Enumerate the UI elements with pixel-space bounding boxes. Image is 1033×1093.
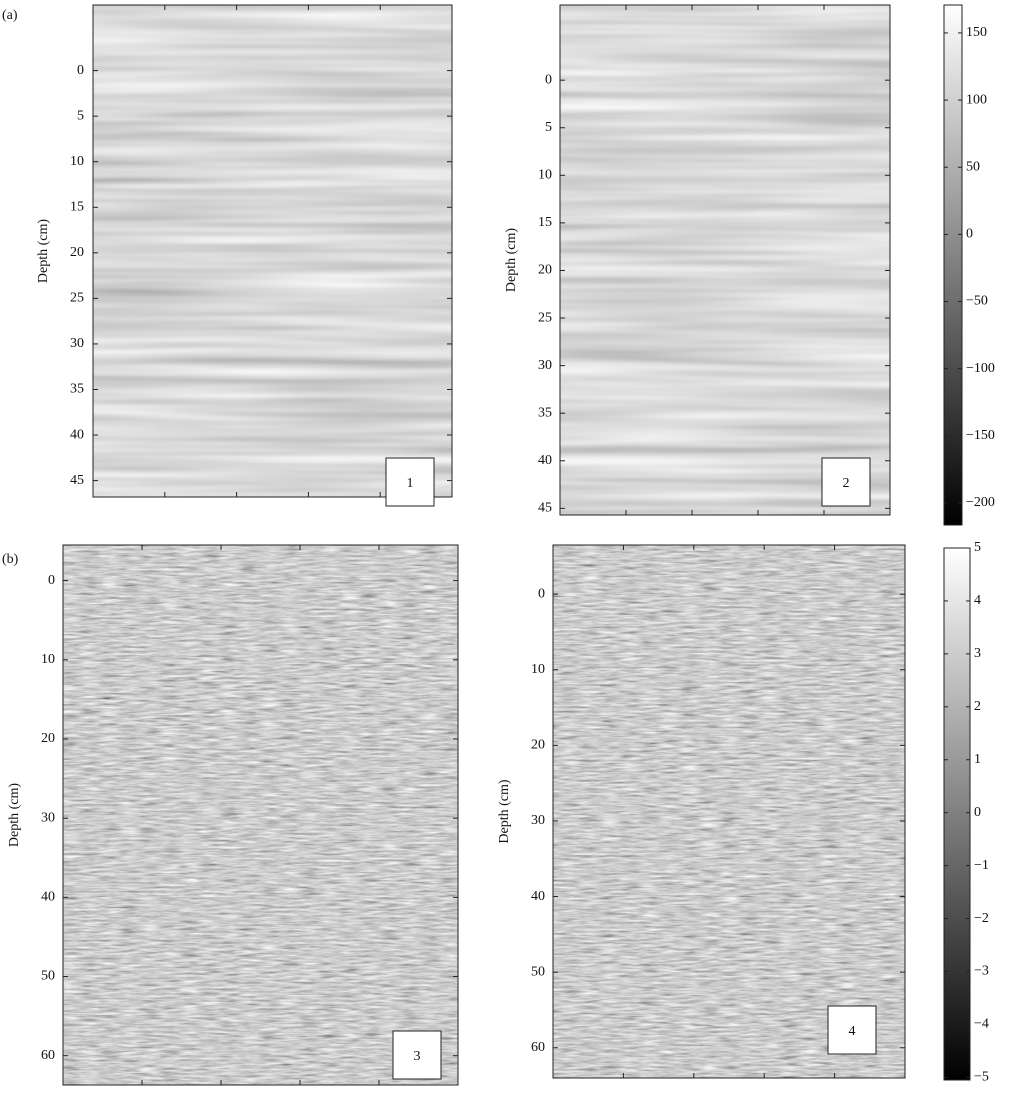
y-tick-label: 60 (41, 1048, 55, 1063)
y-tick-label: 50 (41, 969, 55, 984)
y-axis-label: Depth (cm) (7, 783, 22, 847)
panel-label: (b) (2, 552, 19, 567)
radargram-image (93, 5, 452, 497)
panel-number: 3 (414, 1049, 421, 1064)
y-tick-label: 10 (531, 662, 545, 677)
colorbar-tick-label: −2 (974, 911, 989, 926)
y-tick-label: 30 (70, 336, 84, 351)
colorbar-tick-label: −3 (974, 964, 989, 979)
y-tick-label: 20 (70, 245, 84, 260)
y-tick-label: 25 (70, 291, 84, 306)
y-tick-label: 45 (538, 501, 552, 516)
colorbar-tick-label: −200 (966, 495, 995, 510)
y-tick-label: 30 (41, 810, 55, 825)
y-tick-label: 40 (70, 427, 84, 442)
panel-number: 2 (843, 476, 850, 491)
y-tick-label: 40 (531, 889, 545, 904)
colorbar-tick-label: −100 (966, 361, 995, 376)
y-tick-label: 5 (545, 120, 552, 135)
y-tick-label: 20 (531, 738, 545, 753)
y-tick-label: 40 (538, 453, 552, 468)
y-tick-label: 10 (41, 652, 55, 667)
y-tick-label: 5 (77, 108, 84, 123)
panel-number-box (821, 457, 871, 507)
y-tick-label: 40 (41, 890, 55, 905)
y-tick-label: 10 (538, 168, 552, 183)
colorbar (943, 547, 971, 1081)
y-tick-label: 20 (538, 263, 552, 278)
colorbar-tick-label: −5 (974, 1070, 989, 1085)
colorbar-tick-label: 2 (974, 699, 981, 714)
colorbar-tick-label: −1 (974, 858, 989, 873)
radargram-image (553, 545, 905, 1078)
colorbar-tick-label: 3 (974, 646, 981, 661)
y-axis-label: Depth (cm) (36, 219, 51, 283)
panel-number: 4 (849, 1024, 856, 1039)
colorbar-tick-label: 100 (966, 92, 987, 107)
colorbar-tick-label: −50 (966, 294, 988, 309)
y-tick-label: 0 (77, 63, 84, 78)
y-tick-label: 25 (538, 310, 552, 325)
colorbar-tick-label: −4 (974, 1017, 989, 1032)
colorbar-tick-label: 50 (966, 159, 980, 174)
panel-number-box (392, 1030, 442, 1080)
y-tick-label: 30 (531, 813, 545, 828)
y-tick-label: 15 (538, 215, 552, 230)
y-tick-label: 30 (538, 358, 552, 373)
plot-frame (552, 544, 906, 1079)
panel-number-box (827, 1005, 877, 1055)
colorbar-tick-label: 150 (966, 25, 987, 40)
y-tick-label: 60 (531, 1040, 545, 1055)
y-tick-label: 35 (70, 382, 84, 397)
y-axis-label: Depth (cm) (497, 779, 512, 843)
colorbar-tick-label: 4 (974, 593, 981, 608)
y-tick-label: 35 (538, 405, 552, 420)
y-tick-label: 50 (531, 964, 545, 979)
y-tick-label: 45 (70, 473, 84, 488)
y-tick-label: 20 (41, 731, 55, 746)
panel-number-box (385, 457, 435, 507)
colorbar-tick-label: 1 (974, 752, 981, 767)
panel-number: 1 (407, 476, 414, 491)
y-tick-label: 15 (70, 199, 84, 214)
colorbar-tick-label: 0 (974, 805, 981, 820)
plot-frame (62, 544, 459, 1086)
radargram-image (560, 5, 890, 515)
panel-label: (a) (2, 8, 18, 23)
y-axis-label: Depth (cm) (504, 228, 519, 292)
colorbar-tick-label: −150 (966, 428, 995, 443)
colorbar-tick-label: 5 (974, 540, 981, 555)
plot-frame (92, 4, 453, 498)
colorbar (943, 4, 963, 526)
y-tick-label: 0 (48, 573, 55, 588)
plot-frame (559, 4, 891, 516)
y-tick-label: 0 (545, 72, 552, 87)
y-tick-label: 0 (538, 586, 545, 601)
y-tick-label: 10 (70, 154, 84, 169)
radargram-image (63, 545, 458, 1085)
colorbar-tick-label: 0 (966, 227, 973, 242)
